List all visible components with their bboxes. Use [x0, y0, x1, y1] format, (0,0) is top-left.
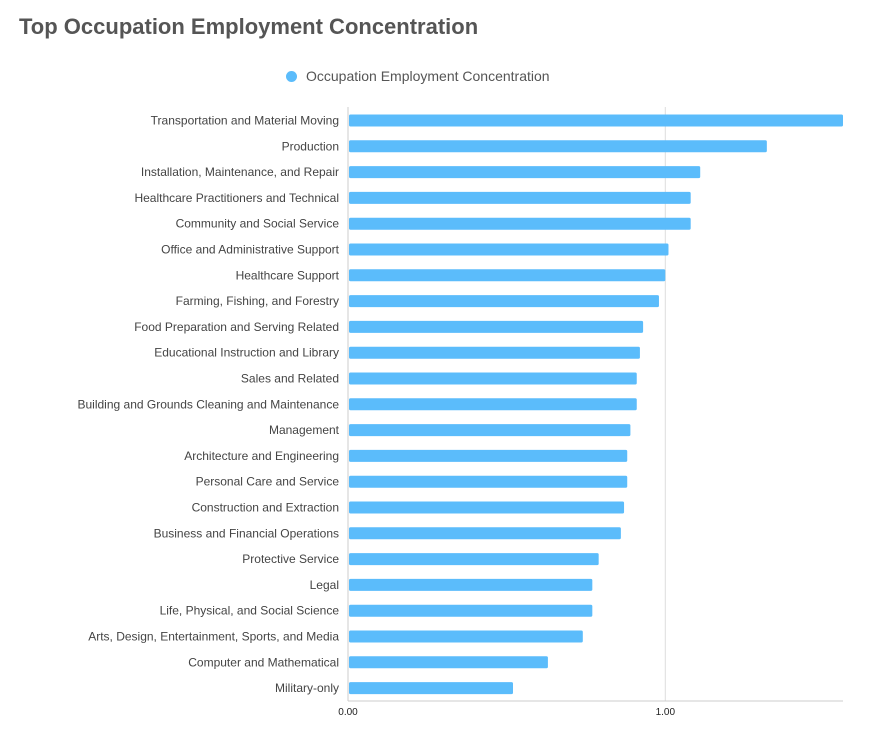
category-label: Installation, Maintenance, and Repair [141, 165, 339, 179]
bar[interactable] [349, 346, 640, 359]
chart-legend[interactable]: Occupation Employment Concentration [286, 66, 550, 86]
bar[interactable] [349, 372, 637, 385]
category-label: Personal Care and Service [196, 475, 340, 489]
bar[interactable] [349, 656, 548, 669]
bar[interactable] [349, 243, 669, 256]
bar[interactable] [349, 398, 637, 411]
bar[interactable] [349, 630, 583, 643]
bar[interactable] [349, 527, 621, 540]
category-label: Protective Service [242, 552, 339, 566]
bar[interactable] [349, 578, 593, 591]
x-tick-label: 1.00 [656, 707, 676, 718]
category-label: Arts, Design, Entertainment, Sports, and… [88, 630, 339, 644]
category-label: Management [269, 423, 340, 437]
category-label: Computer and Mathematical [188, 655, 339, 669]
bar[interactable] [349, 140, 767, 153]
category-label: Life, Physical, and Social Science [160, 604, 340, 618]
bar[interactable] [349, 553, 599, 566]
bar[interactable] [349, 320, 644, 333]
bar[interactable] [349, 424, 631, 437]
x-tick-label: 0.00 [338, 707, 358, 718]
category-label: Military-only [275, 681, 339, 695]
bar[interactable] [349, 501, 625, 514]
bar[interactable] [349, 166, 701, 179]
category-label: Sales and Related [241, 372, 339, 386]
category-label: Community and Social Service [176, 217, 340, 231]
legend-marker-icon [286, 70, 297, 82]
category-label: Business and Financial Operations [154, 526, 339, 540]
category-label: Office and Administrative Support [161, 243, 340, 257]
bar[interactable] [349, 191, 691, 204]
category-label: Production [282, 139, 339, 153]
category-label: Healthcare Practitioners and Technical [134, 191, 339, 205]
chart-title: Top Occupation Employment Concentration [19, 14, 479, 39]
bar[interactable] [349, 269, 666, 282]
category-label: Building and Grounds Cleaning and Mainte… [77, 397, 339, 411]
category-label: Farming, Fishing, and Forestry [176, 294, 339, 308]
bar[interactable] [349, 114, 843, 127]
bar[interactable] [349, 217, 691, 230]
category-label: Food Preparation and Serving Related [134, 320, 339, 334]
bar[interactable] [349, 295, 659, 308]
category-label: Transportation and Material Moving [151, 114, 339, 128]
bar[interactable] [349, 449, 628, 462]
category-label: Educational Instruction and Library [154, 346, 339, 360]
category-label: Construction and Extraction [192, 501, 339, 515]
bar[interactable] [349, 604, 593, 617]
bar[interactable] [349, 682, 513, 695]
category-label: Legal [310, 578, 339, 592]
category-label: Healthcare Support [236, 268, 340, 282]
legend-label: Occupation Employment Concentration [306, 68, 550, 84]
bar[interactable] [349, 475, 628, 488]
category-label: Architecture and Engineering [184, 449, 339, 463]
